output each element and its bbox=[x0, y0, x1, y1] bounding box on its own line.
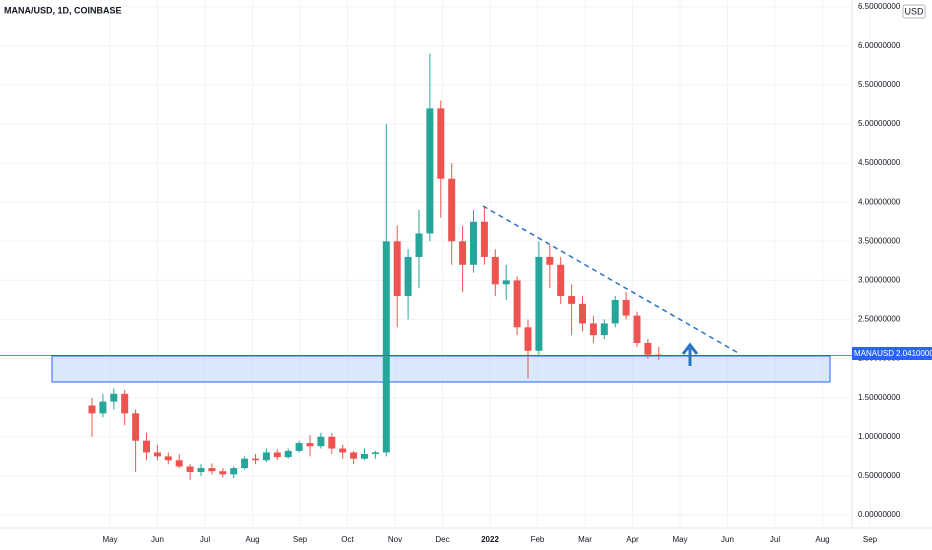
candle-body bbox=[491, 256, 499, 285]
x-tick-label: Sep bbox=[293, 535, 308, 544]
candle-body bbox=[273, 452, 281, 458]
y-tick-label: 5.50000000 bbox=[858, 80, 901, 89]
candle-body bbox=[164, 456, 172, 461]
chart-title: MANA/USD, 1D, COINBASE bbox=[4, 5, 122, 15]
plot bbox=[88, 53, 663, 480]
symbol-label: MANAUSD bbox=[854, 349, 894, 358]
candle-body bbox=[132, 413, 140, 441]
candle-body bbox=[219, 471, 227, 475]
candle-body bbox=[448, 178, 456, 242]
x-tick-label: Oct bbox=[341, 535, 354, 544]
x-tick-label: Dec bbox=[435, 535, 449, 544]
candle-body bbox=[437, 108, 445, 179]
x-tick-label: Aug bbox=[245, 535, 259, 544]
candle-body bbox=[546, 256, 554, 265]
x-tick-label: Nov bbox=[388, 535, 402, 544]
candle-body bbox=[404, 256, 412, 297]
y-tick-label: 0.00000000 bbox=[858, 510, 901, 519]
y-tick-label: 0.50000000 bbox=[858, 471, 901, 480]
trend-line bbox=[482, 205, 741, 355]
candle-body bbox=[480, 221, 488, 257]
y-tick-label: 3.00000000 bbox=[858, 276, 901, 285]
y-tick-label: 5.00000000 bbox=[858, 119, 901, 128]
candle-body bbox=[426, 108, 434, 234]
candle-body bbox=[175, 460, 183, 467]
candle-body bbox=[611, 299, 619, 324]
y-tick-label: 4.00000000 bbox=[858, 197, 901, 206]
candle-body bbox=[535, 256, 543, 351]
candle-body bbox=[600, 323, 608, 336]
candle-body bbox=[524, 327, 532, 351]
candle-body bbox=[568, 296, 576, 304]
x-tick-label: Feb bbox=[531, 535, 545, 544]
candle-body bbox=[186, 466, 194, 472]
x-tick-label: May bbox=[102, 535, 117, 544]
candle-body bbox=[633, 315, 641, 343]
candle-body bbox=[153, 452, 161, 457]
candle-body bbox=[262, 452, 270, 461]
support-zone bbox=[51, 355, 831, 383]
currency-label: USD bbox=[904, 6, 924, 16]
last-price-label: 2.04100000 bbox=[896, 349, 932, 358]
candle-body bbox=[306, 443, 314, 447]
candle-body bbox=[110, 393, 118, 402]
candle-body bbox=[284, 450, 292, 458]
x-tick-label: Mar bbox=[578, 535, 592, 544]
x-tick-label: Jun bbox=[151, 535, 164, 544]
candle-body bbox=[459, 241, 467, 265]
y-tick-label: 1.50000000 bbox=[858, 393, 901, 402]
candle-body bbox=[230, 468, 238, 475]
candle-body bbox=[295, 443, 303, 451]
y-tick-label: 6.50000000 bbox=[858, 2, 901, 11]
candle-body bbox=[415, 233, 423, 257]
arrow-up bbox=[681, 342, 699, 366]
x-tick-label: Jul bbox=[770, 535, 780, 544]
candle-body bbox=[121, 393, 129, 414]
y-tick-label: 2.50000000 bbox=[858, 315, 901, 324]
candle-body bbox=[339, 448, 347, 453]
x-tick-label: May bbox=[672, 535, 687, 544]
x-tick-label: Jul bbox=[200, 535, 210, 544]
candle-body bbox=[371, 452, 379, 455]
candle-body bbox=[589, 323, 597, 336]
x-tick-label: Sep bbox=[863, 535, 878, 544]
y-tick-label: 6.00000000 bbox=[858, 41, 901, 50]
candle-body bbox=[513, 280, 521, 328]
y-tick-label: 4.50000000 bbox=[858, 158, 901, 167]
candle-body bbox=[252, 458, 259, 461]
candle-body bbox=[143, 440, 150, 453]
candle-body bbox=[393, 241, 401, 297]
candle-body bbox=[350, 452, 358, 459]
candle-body bbox=[644, 342, 652, 355]
y-tick-label: 3.50000000 bbox=[858, 236, 901, 245]
candle-body bbox=[317, 436, 325, 447]
candle-body bbox=[470, 221, 477, 265]
candle-body bbox=[557, 264, 565, 297]
candle-body bbox=[579, 303, 586, 324]
candle-body bbox=[241, 458, 249, 469]
grid bbox=[0, 0, 871, 528]
price-tag bbox=[852, 347, 932, 360]
currency-box bbox=[902, 4, 926, 19]
x-tick-label: 2022 bbox=[481, 535, 499, 544]
y-tick-label: 1.00000000 bbox=[858, 432, 901, 441]
x-tick-label: Apr bbox=[626, 535, 639, 544]
candle-body bbox=[361, 454, 368, 459]
x-tick-label: Jun bbox=[721, 535, 734, 544]
candle-body bbox=[622, 299, 630, 316]
candle-body bbox=[99, 401, 107, 414]
candle-body bbox=[502, 280, 510, 285]
candle-body bbox=[328, 436, 336, 449]
candle-body bbox=[88, 405, 96, 414]
candle-body bbox=[208, 468, 216, 472]
candle-body bbox=[382, 241, 390, 453]
candle-body bbox=[197, 468, 205, 472]
x-tick-label: Aug bbox=[815, 535, 829, 544]
